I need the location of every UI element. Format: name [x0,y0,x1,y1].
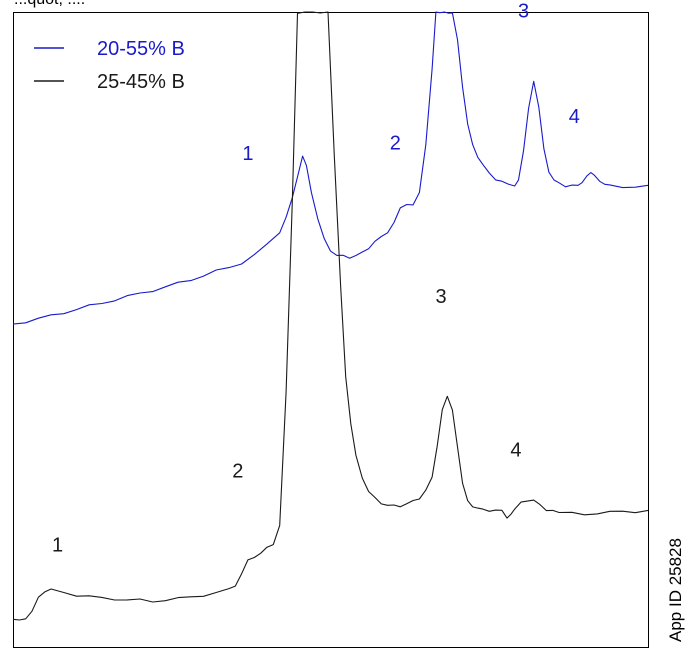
peak-label-7: 4 [510,439,521,461]
peak-label-5: 2 [232,461,243,483]
cropped-header-text: ...quot; .... [14,0,85,8]
peak-label-2: 3 [518,0,529,22]
series-layer [12,11,649,621]
app-id-label: App ID 25828 [666,538,685,642]
peak-label-layer: 1 2 3 4 1 2 3 4 [52,0,580,556]
plot-frame [13,12,649,648]
peak-label-4: 1 [52,535,63,557]
legend: 20-55% B 25-45% B [34,38,185,93]
peak-label-0: 1 [242,143,253,165]
series-line-1 [12,11,649,621]
peak-label-1: 2 [390,133,401,155]
legend-label-1: 25-45% B [97,71,185,93]
legend-label-0: 20-55% B [97,38,185,60]
peak-label-3: 4 [569,106,580,128]
peak-label-6: 3 [435,286,446,308]
series-line-0 [12,11,649,325]
